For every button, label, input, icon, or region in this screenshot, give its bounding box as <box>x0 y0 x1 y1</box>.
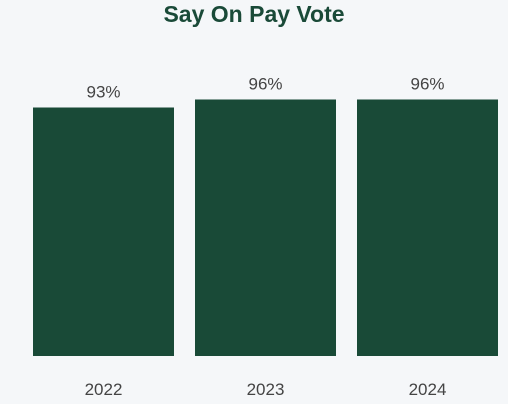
bar-2024 <box>357 99 498 356</box>
bar-2022 <box>33 107 174 356</box>
category-label-2024: 2024 <box>409 380 447 399</box>
bar-2023 <box>195 99 336 356</box>
value-label-2023: 96% <box>248 74 282 93</box>
chart-title: Say On Pay Vote <box>163 1 345 27</box>
category-label-2023: 2023 <box>247 380 285 399</box>
category-label-2022: 2022 <box>85 380 123 399</box>
value-label-2022: 93% <box>86 83 120 102</box>
value-label-2024: 96% <box>410 74 444 93</box>
